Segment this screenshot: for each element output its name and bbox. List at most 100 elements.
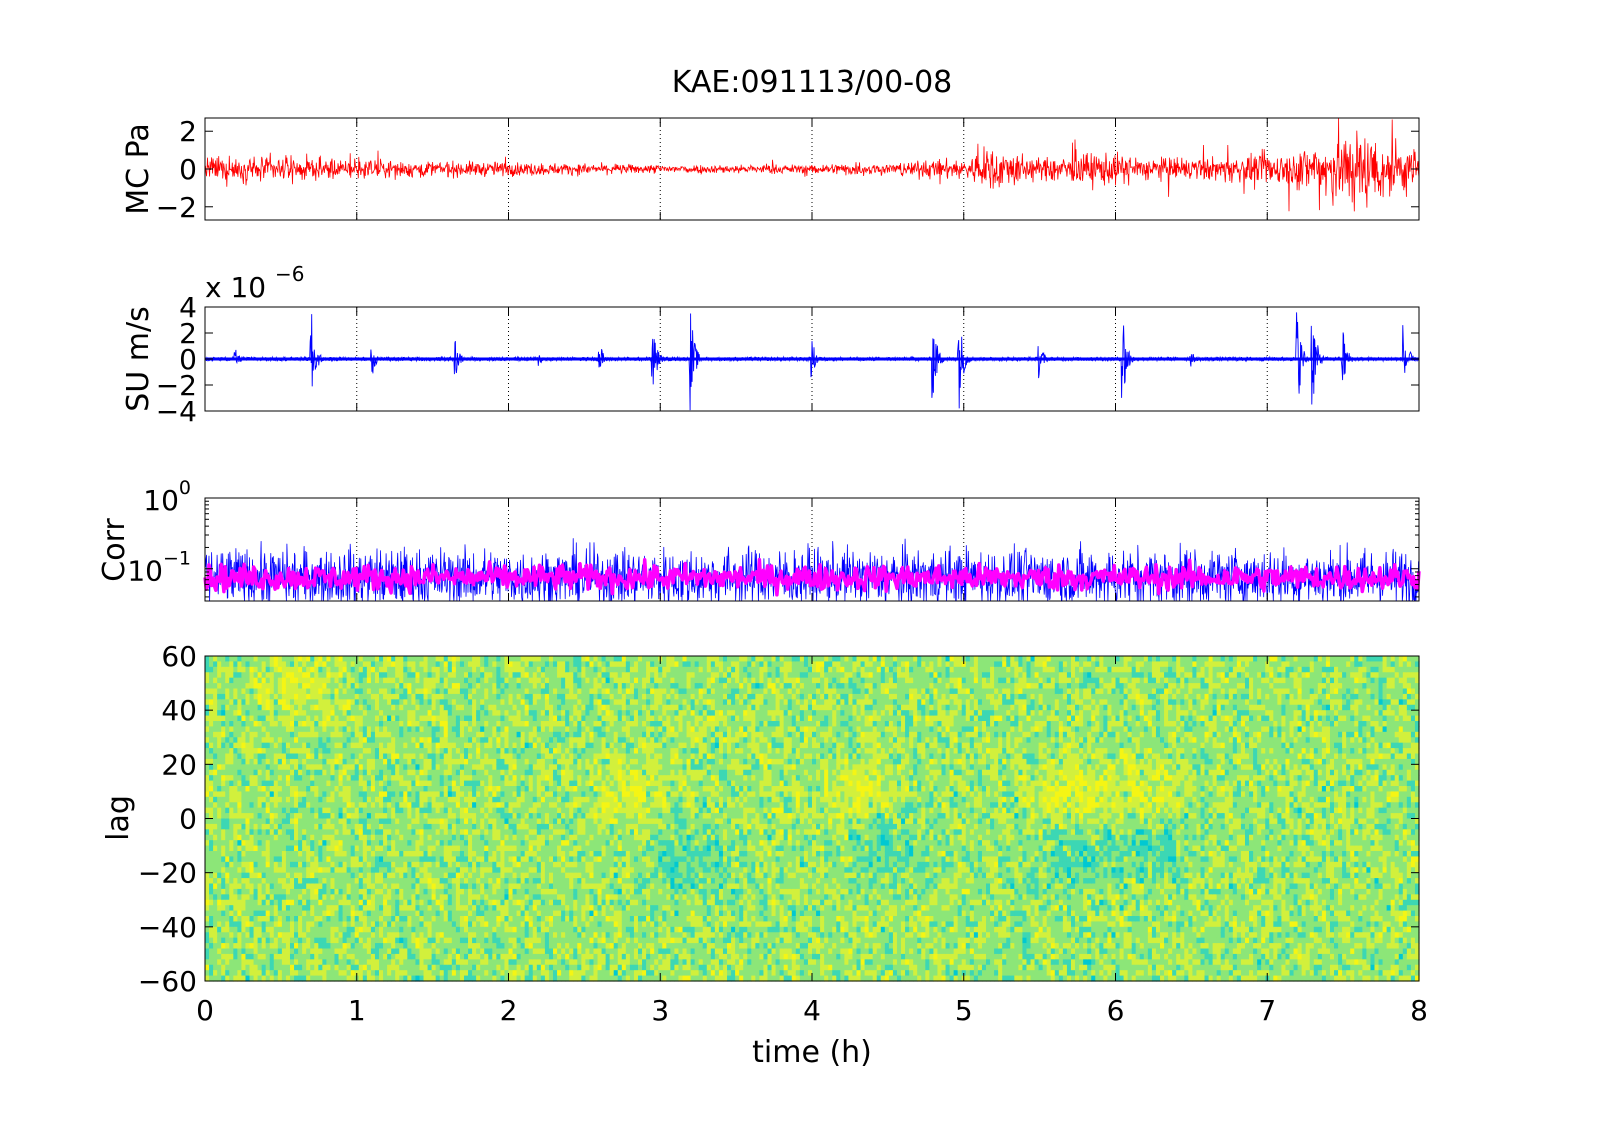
heatmap-cell xyxy=(265,758,271,765)
heatmap-cell xyxy=(314,888,319,895)
heatmap-cell xyxy=(310,699,315,706)
heatmap-cell xyxy=(383,796,388,803)
heatmap-cell xyxy=(229,894,234,901)
heatmap-cell xyxy=(399,731,404,738)
heatmap-cell xyxy=(468,758,473,765)
heatmap-cell xyxy=(451,964,457,971)
heatmap-cell xyxy=(468,807,473,814)
heatmap-cell xyxy=(342,888,348,895)
heatmap-cell xyxy=(383,704,388,711)
heatmap-cell xyxy=(476,845,481,852)
heatmap-cell xyxy=(415,905,421,912)
heatmap-cell xyxy=(532,656,538,663)
heatmap-cell xyxy=(374,791,380,798)
heatmap-cell xyxy=(423,737,429,744)
heatmap-cell xyxy=(346,861,352,868)
heatmap-cell xyxy=(298,883,303,890)
heatmap-cell xyxy=(281,758,287,765)
heatmap-cell xyxy=(383,748,388,755)
heatmap-cell xyxy=(338,699,344,706)
heatmap-cell xyxy=(370,970,376,977)
heatmap-cell xyxy=(334,856,340,863)
heatmap-cell xyxy=(443,721,449,728)
heatmap-cell xyxy=(322,786,327,793)
heatmap-cell xyxy=(500,764,506,771)
heatmap-cell xyxy=(395,953,400,960)
heatmap-cell xyxy=(407,726,412,733)
heatmap-cell xyxy=(350,964,356,971)
heatmap-cell xyxy=(451,905,457,912)
heatmap-cell xyxy=(415,834,421,841)
y-tick-label: 100 xyxy=(143,477,191,517)
heatmap-cell xyxy=(330,905,336,912)
heatmap-cell xyxy=(484,970,489,977)
heatmap-cell xyxy=(314,672,319,679)
heatmap-cell xyxy=(221,699,226,706)
heatmap-cell xyxy=(265,672,271,679)
heatmap-cell xyxy=(443,688,449,695)
heatmap-cell xyxy=(257,769,263,776)
heatmap-cell xyxy=(459,758,465,765)
heatmap-cell xyxy=(370,888,376,895)
heatmap-cell xyxy=(500,851,506,858)
heatmap-cell xyxy=(492,737,497,744)
heatmap-cell xyxy=(354,802,360,809)
heatmap-cell xyxy=(318,666,323,673)
heatmap-cell xyxy=(318,807,323,814)
heatmap-cell xyxy=(391,975,396,982)
heatmap-cell xyxy=(500,699,506,706)
heatmap-cell xyxy=(346,721,352,728)
heatmap-cell xyxy=(459,786,465,793)
heatmap-cell xyxy=(520,672,526,679)
heatmap-cell xyxy=(419,775,425,782)
heatmap-cell xyxy=(249,953,255,960)
heatmap-cell xyxy=(459,894,465,901)
heatmap-cell xyxy=(480,791,485,798)
heatmap-cell xyxy=(395,677,400,684)
heatmap-cell xyxy=(225,802,230,809)
heatmap-cell xyxy=(249,786,255,793)
heatmap-cell xyxy=(217,943,222,950)
heatmap-cell xyxy=(435,856,441,863)
heatmap-cell xyxy=(265,916,271,923)
heatmap-cell xyxy=(399,742,404,749)
heatmap-cell xyxy=(326,775,332,782)
heatmap-cell xyxy=(492,715,497,722)
heatmap-cell xyxy=(455,899,461,906)
heatmap-cell xyxy=(484,861,489,868)
heatmap-cell xyxy=(298,769,303,776)
heatmap-cell xyxy=(407,769,412,776)
heatmap-cell xyxy=(504,661,510,668)
heatmap-cell xyxy=(350,807,356,814)
heatmap-cell xyxy=(496,688,502,695)
heatmap-cell xyxy=(330,710,336,717)
heatmap-cell xyxy=(318,937,323,944)
heatmap-cell xyxy=(439,715,445,722)
heatmap-cell xyxy=(338,943,344,950)
heatmap-cell xyxy=(265,905,271,912)
heatmap-cell xyxy=(379,883,384,890)
heatmap-cell xyxy=(229,975,234,982)
heatmap-cell xyxy=(419,823,425,830)
heatmap-cell xyxy=(370,775,376,782)
heatmap-cell xyxy=(273,758,279,765)
heatmap-cell xyxy=(431,737,437,744)
heatmap-cell xyxy=(411,872,417,879)
heatmap-cell xyxy=(273,932,279,939)
heatmap-cell xyxy=(500,672,506,679)
heatmap-cell xyxy=(532,704,538,711)
heatmap-cell xyxy=(354,867,360,874)
heatmap-cell xyxy=(289,834,295,841)
heatmap-cell xyxy=(472,748,477,755)
heatmap-cell xyxy=(285,861,291,868)
heatmap-cell xyxy=(516,851,522,858)
heatmap-cell xyxy=(439,834,445,841)
heatmap-cell xyxy=(423,699,429,706)
heatmap-cell xyxy=(310,672,315,679)
heatmap-cell xyxy=(528,878,534,885)
heatmap-cell xyxy=(407,710,412,717)
heatmap-cell xyxy=(443,710,449,717)
heatmap-cell xyxy=(330,867,336,874)
heatmap-cell xyxy=(209,975,214,982)
